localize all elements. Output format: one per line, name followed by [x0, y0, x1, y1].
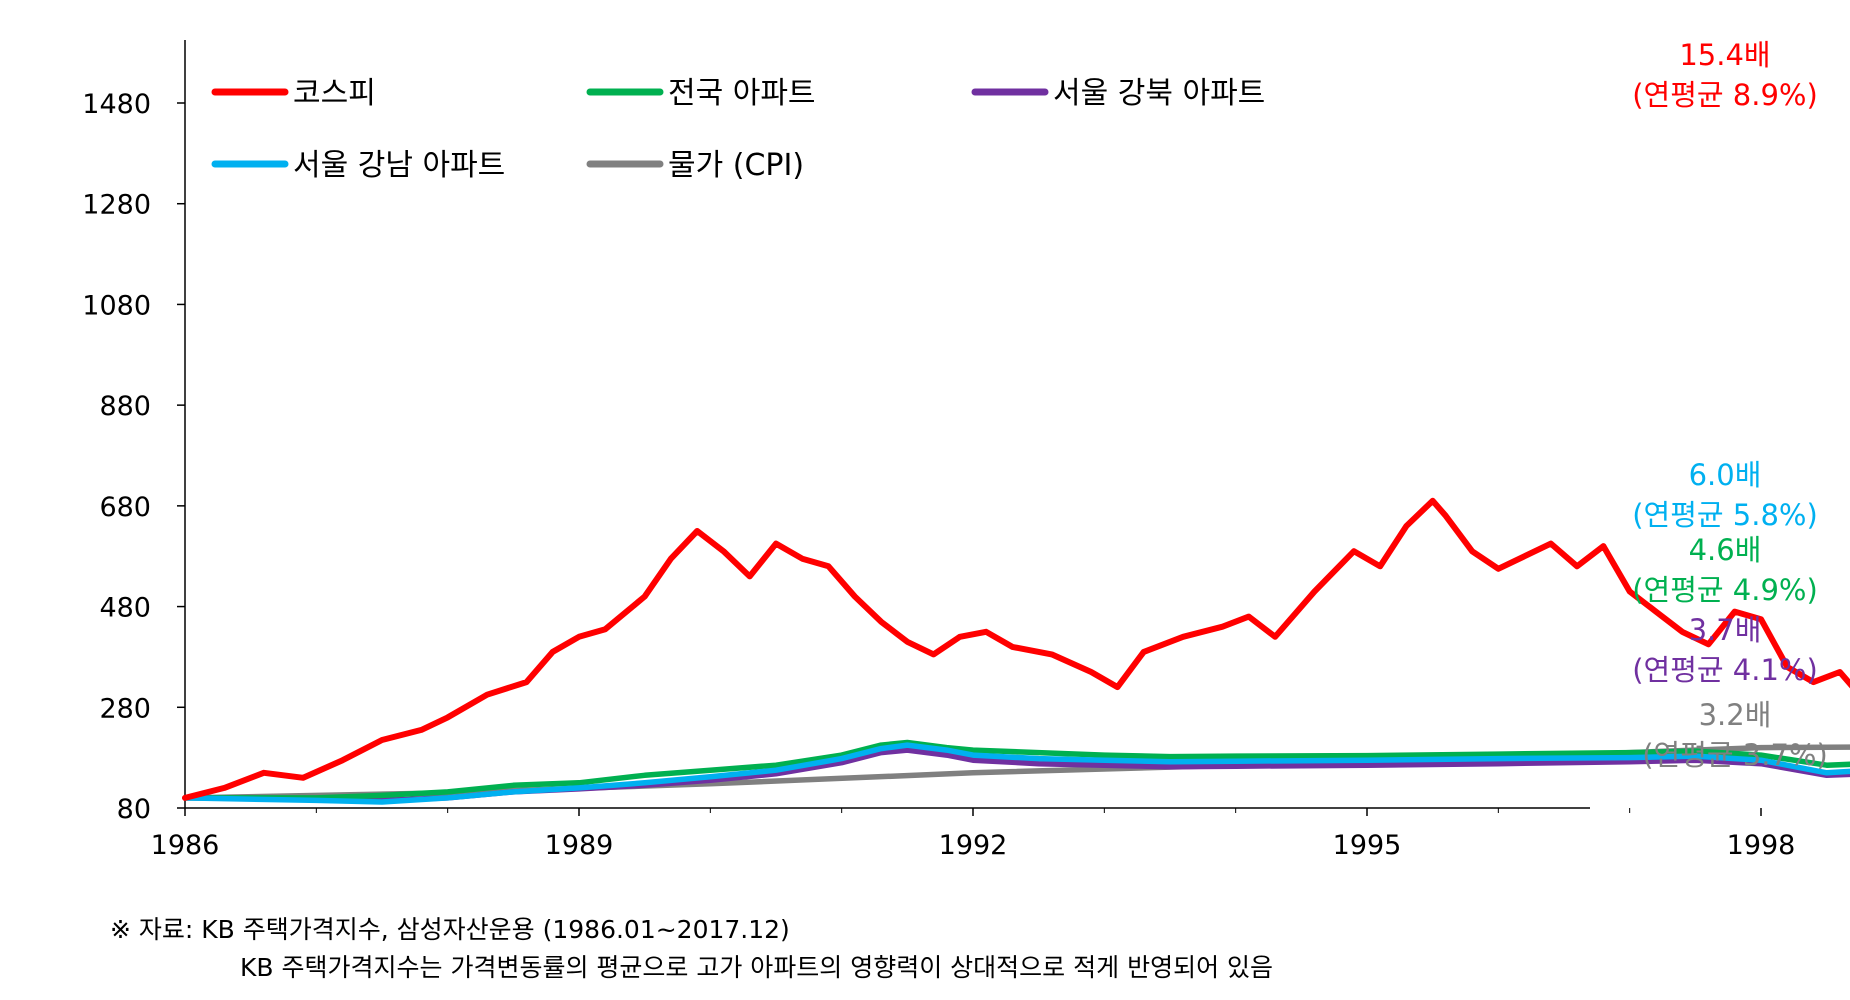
y-tick-label: 1480	[82, 89, 151, 120]
series-annotation-text: (연평균 5.8%)	[1632, 498, 1818, 532]
chart-axes: 80 280 480 680 880 1080 1280 1480 1986 1989 1992 19…	[82, 40, 1796, 861]
series-annotation-text: (연평균 4.9%)	[1632, 573, 1818, 607]
y-tick-label: 880	[99, 391, 151, 422]
x-tick-label: 1986	[151, 830, 220, 861]
series-line	[182, 739, 1850, 801]
y-tick-label: 480	[99, 593, 151, 624]
source-note-line1: ※ 자료: KB 주택가격지수, 삼성자산운용 (1986.01~2017.12…	[110, 915, 790, 944]
series-annotation-text: 6.0배	[1689, 458, 1762, 492]
series-line	[182, 497, 1850, 801]
x-tick-label: 1998	[1727, 830, 1796, 861]
series-annotation-text: 4.6배	[1689, 533, 1762, 567]
series-annotation-text: 3.2배	[1699, 698, 1772, 732]
chart-annotations: 15.4배 (연평균 8.9%) 6.0배 (연평균 5.8%)4.6배 (연평균 4.…	[1632, 38, 1828, 772]
series-annotation-text: 15.4배	[1679, 38, 1770, 72]
series-annotation-text: (연평균 4.1%)	[1632, 653, 1818, 687]
line-chart: 80 280 480 680 880 1080 1280 1480 1986 1989 1992 19…	[82, 38, 1850, 861]
series-annotation-text: (연평균 3.7%)	[1642, 738, 1828, 772]
legend-label: 코스피	[293, 76, 376, 111]
series-line	[182, 744, 1850, 801]
y-tick-label: 280	[99, 693, 151, 724]
series-line	[182, 742, 1850, 805]
x-tick-label: 1995	[1333, 830, 1402, 861]
source-note-line2: KB 주택가격지수는 가격변동률의 평균으로 고가 아파트의 영향력이 상대적으…	[240, 953, 1274, 982]
legend-label: 서울 강북 아파트	[1053, 76, 1265, 111]
x-tick-label: 1992	[939, 830, 1008, 861]
series-annotation-text: 3.7배	[1689, 613, 1762, 647]
y-tick-label: 80	[117, 794, 151, 825]
series-annotation-text: (연평균 8.9%)	[1632, 78, 1818, 112]
x-tick-label: 1989	[545, 830, 614, 861]
y-tick-label: 1280	[82, 190, 151, 221]
y-tick-label: 1080	[82, 290, 151, 321]
series-line	[182, 747, 1850, 804]
legend-label: 서울 강남 아파트	[293, 148, 505, 183]
chart-series	[182, 497, 1850, 805]
legend-label: 물가 (CPI)	[668, 148, 804, 183]
y-tick-label: 680	[99, 492, 151, 523]
legend-label: 전국 아파트	[668, 76, 816, 111]
